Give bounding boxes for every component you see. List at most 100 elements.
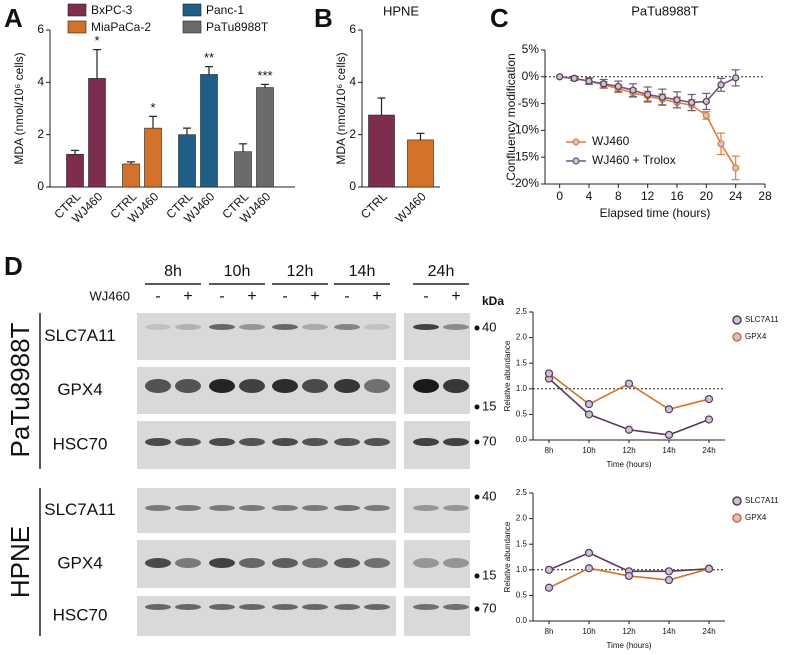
point [570, 74, 578, 83]
blot-band [145, 505, 171, 511]
y-tick-label: 2 [349, 127, 356, 141]
blot-band [239, 604, 265, 610]
legend-label: SLC7A11 [745, 496, 779, 505]
legend-marker [732, 496, 742, 506]
bar [144, 127, 162, 188]
y-tick-label: 2.5 [516, 307, 528, 316]
bar [407, 139, 434, 188]
point [584, 548, 594, 558]
panel-label: A [4, 3, 23, 33]
point [688, 98, 696, 107]
legend-marker [732, 332, 742, 342]
point [584, 400, 594, 409]
legend-label: BxPC-3 [91, 3, 133, 17]
blot-band [209, 324, 235, 330]
blot-band [175, 438, 201, 446]
blot-band [364, 558, 390, 568]
blot-band [239, 379, 265, 393]
y-tick-label: 1.0 [516, 384, 528, 393]
significance-label: * [94, 33, 99, 48]
y-tick-label: 0 [37, 179, 44, 193]
chart-title: PaTu8988T [631, 3, 699, 18]
x-tick-label: 16 [670, 189, 684, 203]
protein-label: HSC70 [53, 605, 108, 624]
blot-band [272, 558, 298, 568]
x-tick-label: 4 [586, 189, 593, 203]
treatment-sign: - [155, 288, 160, 305]
legend-swatch [182, 3, 202, 17]
kda-value: 15 [482, 567, 496, 582]
y-tick-label: 1.0 [516, 565, 528, 574]
y-tick-label: 0.0 [516, 435, 528, 444]
point [664, 430, 674, 439]
x-tick-label: 24 [729, 189, 743, 203]
bar [66, 153, 84, 188]
timepoint-label: 10h [224, 263, 251, 280]
blot-band [413, 324, 439, 330]
x-tick-label: 24h [702, 446, 715, 455]
timepoint-label: 12h [287, 263, 314, 280]
blot-band [334, 505, 360, 511]
x-tick-label: 0 [556, 189, 563, 203]
legend-marker [572, 138, 580, 146]
treatment-sign: + [183, 288, 192, 305]
panel-label: C [490, 3, 509, 33]
y-tick-label: 4 [37, 75, 44, 89]
treatment-sign: + [310, 288, 319, 305]
blot-band [209, 604, 235, 610]
blot-band [334, 324, 360, 330]
x-axis-label: Elapsed time (hours) [600, 206, 711, 220]
point [624, 425, 634, 434]
blot-band [364, 604, 390, 610]
blot-band [209, 558, 235, 568]
blot-band [175, 505, 201, 511]
blot-membrane [137, 313, 396, 360]
x-tick-label: 8 [615, 189, 622, 203]
kda-value: 40 [482, 488, 496, 503]
kda-marker [474, 439, 480, 445]
panel-label: D [4, 251, 23, 281]
point [600, 80, 608, 88]
y-axis-label: Relative abundance [503, 521, 512, 592]
y-tick-label: 0% [522, 69, 540, 83]
treatment-label: WJ460 [90, 288, 130, 303]
blot-band [239, 558, 265, 568]
point [704, 394, 714, 404]
blot-band [272, 438, 298, 446]
blot-band [364, 324, 390, 330]
y-tick-label: 6 [37, 22, 44, 36]
y-tick-label: 5% [522, 42, 540, 56]
point [614, 82, 622, 91]
protein-label: SLC7A11 [44, 500, 116, 519]
blot-membrane [404, 313, 470, 360]
point [717, 140, 725, 148]
point [664, 575, 674, 585]
x-axis-label: Time (hours) [606, 460, 651, 469]
kda-label: kDa [482, 294, 504, 308]
y-axis-label: Relative abundance [503, 340, 512, 411]
y-tick-label: 0.0 [516, 616, 528, 625]
blot-band [209, 438, 235, 446]
blot-band [364, 438, 390, 446]
blot-membrane [404, 596, 470, 636]
x-tick-label: 14h [662, 627, 675, 636]
blot-band [145, 379, 171, 393]
blot-membrane [404, 488, 470, 533]
treatment-sign: + [451, 288, 460, 305]
kda-value: 15 [482, 398, 496, 413]
x-tick-label: 12 [641, 189, 655, 203]
panel-label: B [314, 3, 333, 33]
point [704, 564, 714, 573]
point [717, 81, 725, 89]
y-tick-label: 1.5 [516, 358, 528, 367]
point [644, 90, 652, 99]
blot-band [175, 558, 201, 568]
y-axis-label: MDA (nmol/10⁶ cells) [12, 52, 26, 164]
blot-band [334, 379, 360, 393]
x-axis-label: Time (hours) [606, 641, 651, 650]
blot-band [145, 324, 171, 330]
point [624, 571, 634, 581]
x-tick-label: 20 [700, 189, 714, 203]
blot-band [272, 505, 298, 511]
treatment-sign: - [423, 288, 428, 305]
